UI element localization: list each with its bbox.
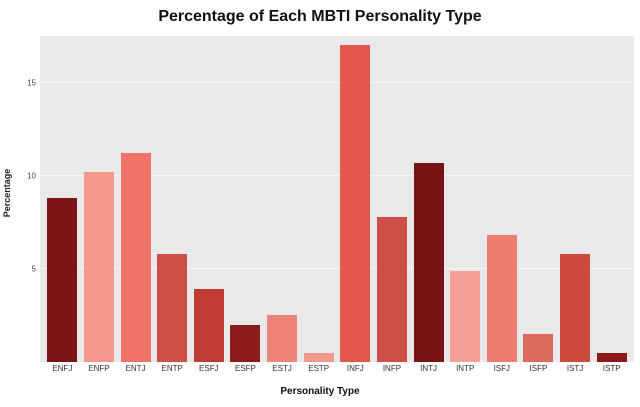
- bar-isfj: [486, 235, 517, 362]
- bar-istp: [596, 352, 627, 362]
- gridline: [40, 81, 634, 83]
- bar-estj: [267, 315, 298, 362]
- bars-container: [40, 36, 634, 362]
- y-tick-label: 15: [27, 78, 36, 88]
- x-tick-label-istp: ISTP: [602, 364, 621, 373]
- bar-infj: [340, 45, 371, 362]
- bar-entj: [120, 153, 151, 362]
- bar-estp: [303, 352, 334, 362]
- y-tick-label: 5: [31, 264, 36, 274]
- x-tick-label-enfp: ENFP: [88, 364, 110, 373]
- x-tick-label-esfp: ESFP: [234, 364, 256, 373]
- x-tick-label-istj: ISTJ: [566, 364, 584, 373]
- x-tick-label-estp: ESTP: [308, 364, 330, 373]
- bar-istj: [560, 253, 591, 362]
- y-axis-label: Percentage: [2, 168, 12, 218]
- bar-enfj: [47, 198, 78, 362]
- gridline: [40, 267, 634, 269]
- bar-esfp: [230, 324, 261, 362]
- y-tick-label: 10: [27, 171, 36, 181]
- bar-entp: [157, 253, 188, 362]
- x-axis-ticks: ENFJ ENFP ENTJ ENTP ESFJ ESFP ESTJ ESTP INFJ INFP…: [40, 364, 634, 373]
- gridline: [40, 174, 634, 176]
- x-tick-label-estj: ESTJ: [272, 364, 292, 373]
- bar-infp: [376, 216, 407, 362]
- x-tick-label-entj: ENTJ: [125, 364, 146, 373]
- bar-esfj: [193, 289, 224, 362]
- x-tick-label-entp: ENTP: [161, 364, 183, 373]
- bar-enfp: [83, 172, 114, 362]
- bar-intj: [413, 162, 444, 362]
- x-tick-label-infj: INFJ: [346, 364, 364, 373]
- chart-title: Percentage of Each MBTI Personality Type: [158, 8, 482, 25]
- x-axis-label: Personality Type: [280, 386, 360, 397]
- x-tick-label-isfp: ISFP: [529, 364, 548, 373]
- bar-isfp: [523, 334, 554, 362]
- bar-intp: [450, 270, 481, 362]
- x-tick-label-enfj: ENFJ: [52, 364, 73, 373]
- x-tick-label-infp: INFP: [382, 364, 402, 373]
- plot-area: [40, 36, 634, 362]
- x-tick-label-esfj: ESFJ: [199, 364, 219, 373]
- x-tick-label-isfj: ISFJ: [493, 364, 511, 373]
- y-axis-ticks: 5 10 15: [24, 36, 38, 362]
- x-tick-label-intp: INTP: [456, 364, 475, 373]
- x-tick-label-intj: INTJ: [420, 364, 437, 373]
